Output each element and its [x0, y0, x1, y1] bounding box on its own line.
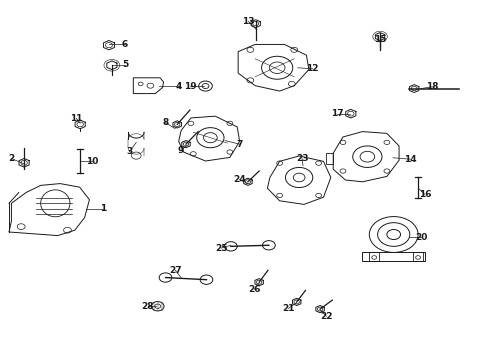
Text: 5: 5 [122, 60, 128, 69]
Text: 7: 7 [236, 140, 243, 149]
Text: 12: 12 [306, 64, 318, 73]
Text: 3: 3 [126, 147, 133, 156]
Text: 22: 22 [320, 312, 332, 321]
Text: 13: 13 [242, 17, 254, 26]
Text: 8: 8 [162, 118, 168, 127]
Text: 1: 1 [100, 204, 106, 213]
Text: 25: 25 [214, 244, 227, 253]
Text: 18: 18 [425, 82, 438, 91]
Text: 27: 27 [168, 266, 181, 275]
Text: 16: 16 [418, 190, 430, 199]
Text: 9: 9 [178, 146, 184, 155]
Text: 23: 23 [295, 154, 307, 163]
Text: 28: 28 [142, 302, 154, 311]
Text: 21: 21 [282, 304, 294, 313]
Text: 17: 17 [330, 109, 343, 118]
Text: 11: 11 [70, 114, 82, 123]
Text: 14: 14 [403, 155, 416, 164]
Text: 26: 26 [247, 285, 260, 294]
Text: 15: 15 [373, 35, 386, 44]
Text: 19: 19 [183, 82, 196, 91]
Text: 24: 24 [233, 175, 245, 184]
Text: 6: 6 [122, 40, 128, 49]
Text: 20: 20 [414, 233, 427, 242]
Text: 4: 4 [175, 82, 182, 91]
Text: 10: 10 [86, 157, 99, 166]
Text: 2: 2 [8, 154, 15, 163]
